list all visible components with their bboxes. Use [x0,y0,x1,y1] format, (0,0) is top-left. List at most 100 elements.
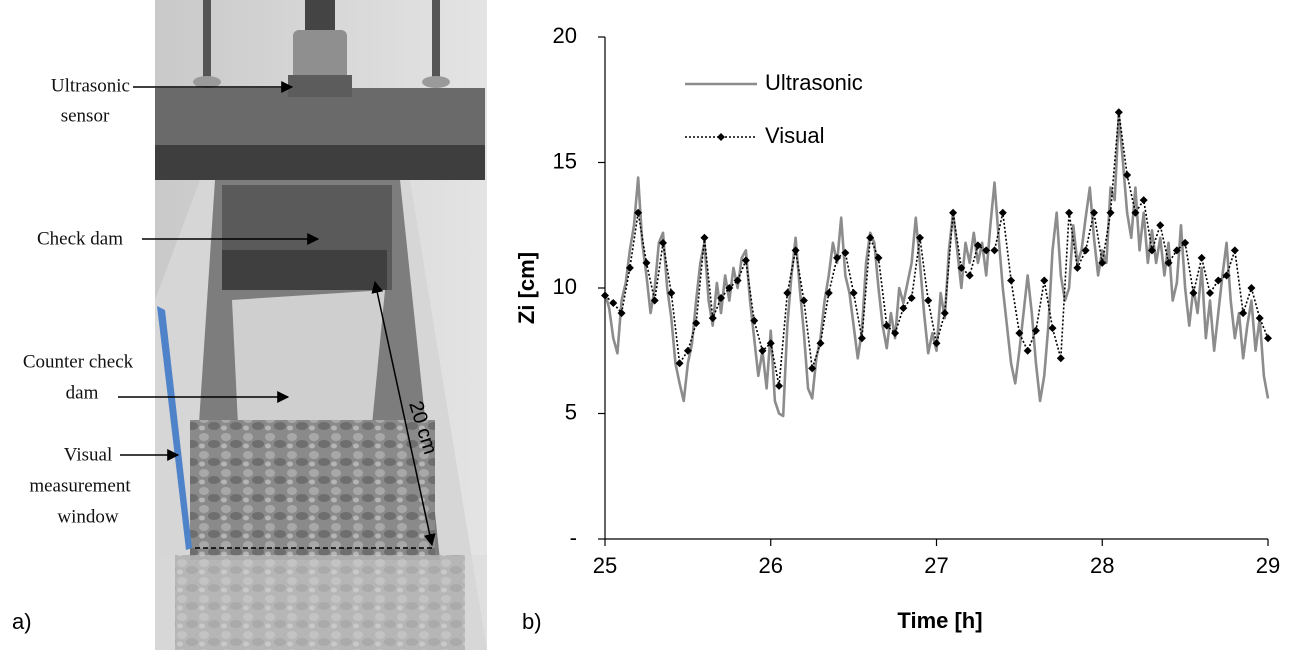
data-point [1031,326,1040,335]
data-point [725,284,734,292]
label: Ultrasonic [51,75,130,96]
label: Visual [64,444,112,465]
data-point [1139,196,1148,205]
data-point [1172,246,1181,255]
data-point [1040,276,1049,285]
data-point [667,289,676,298]
data-point [1189,289,1198,298]
data-point [849,289,858,298]
data-point [949,208,958,217]
data-point [915,233,924,242]
data-point [1156,221,1165,230]
label: window [57,506,119,527]
data-point [1089,208,1098,217]
data-point [1007,276,1016,285]
data-point [882,321,891,330]
y-tick-label: 10 [553,274,577,299]
data-point [750,316,759,325]
data-point [675,359,684,368]
data-point [1230,246,1239,255]
label: Counter check [23,351,134,372]
data-point [700,233,709,242]
data-point [990,246,999,255]
x-tick-label: 29 [1256,553,1280,578]
y-tick-label: 15 [553,148,577,173]
data-point [1197,253,1206,262]
data-point [683,346,692,355]
data-point [1106,208,1115,217]
data-point [899,304,908,313]
data-point [957,263,966,272]
data-point [733,276,742,285]
data-point [891,329,900,338]
data-point [1073,263,1082,272]
data-point [741,256,750,265]
data-point [766,339,775,348]
label: Check dam [37,228,123,249]
data-point [808,364,817,373]
series-line [604,111,1269,387]
y-axis-title: Zi [cm] [514,252,539,324]
label: sensor [61,105,110,126]
panel-label: a) [12,609,32,634]
data-point [775,381,784,390]
label: measurement [29,475,131,496]
photo [118,0,487,650]
x-tick-label: 26 [759,553,783,578]
data-point [783,289,792,298]
data-point [973,241,982,250]
data-point [866,233,875,242]
data-point [1081,246,1090,255]
data-point [833,253,842,262]
data-point [982,246,991,255]
data-point [799,296,808,305]
data-point [841,248,850,257]
data-point [692,319,701,328]
data-point [758,346,767,355]
data-point [1098,258,1107,267]
data-point [625,263,634,272]
y-tick-label: - [570,525,577,550]
x-tick-label: 25 [593,553,617,578]
x-tick-label: 27 [924,553,948,578]
x-tick-label: 28 [1090,553,1114,578]
data-point [1065,208,1074,217]
data-point [1239,309,1248,318]
data-point [874,253,883,262]
data-point [1048,324,1057,333]
data-point [932,339,941,348]
series-line [603,113,1270,418]
data-point [998,208,1007,217]
y-tick-label: 5 [565,399,577,424]
data-point [1181,238,1190,247]
legend-marker [717,133,725,141]
data-point [1247,284,1256,292]
data-point [940,309,949,318]
data-point [708,314,717,323]
label: dam [66,382,99,403]
data-point [924,296,933,305]
data-point [717,294,726,303]
data-point [791,246,800,255]
data-point [1023,346,1032,355]
data-point [650,296,659,305]
data-point [1264,334,1272,343]
data-point [1131,208,1140,217]
legend-label: Visual [765,123,825,148]
data-point [1056,354,1065,363]
data-point [907,294,916,303]
data-point [659,238,668,247]
data-point [634,208,643,217]
data-point [824,289,833,298]
data-point [1255,314,1264,323]
data-point [642,258,651,267]
data-point [609,299,618,308]
y-tick-label: 20 [553,23,577,48]
data-point [1205,289,1214,298]
legend-label: Ultrasonic [765,70,863,95]
data-point [617,309,626,318]
data-point [1015,329,1024,338]
data-point [1222,271,1231,280]
x-axis-title: Time [h] [897,608,982,633]
